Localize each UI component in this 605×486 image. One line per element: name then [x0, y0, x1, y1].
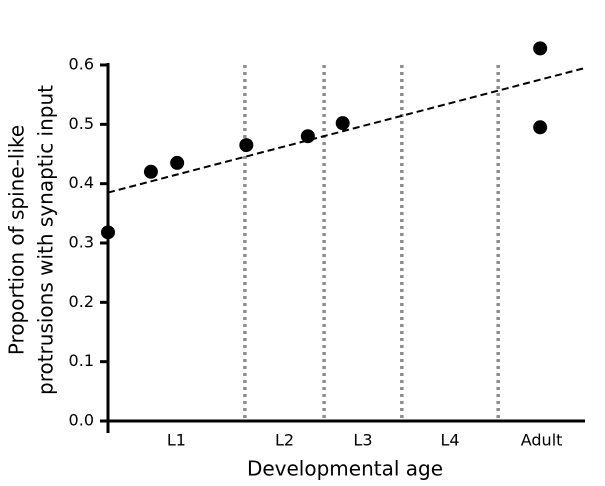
data-point [533, 41, 548, 56]
y-tick-label: 0.4 [69, 173, 94, 192]
y-tick-label: 0.3 [69, 233, 94, 252]
data-point [335, 116, 350, 131]
stage-label: L4 [440, 431, 459, 450]
trendline [107, 66, 586, 194]
data-point [300, 129, 315, 144]
stage-label: Adult [521, 431, 563, 450]
y-axis-title: protrusions with synaptic input [34, 85, 58, 395]
y-tick-label: 0.0 [69, 411, 94, 430]
y-tick-label: 0.2 [69, 292, 94, 311]
data-point [143, 164, 158, 179]
stage-label: L2 [275, 431, 294, 450]
y-tick-label: 0.5 [69, 114, 94, 133]
data-point [170, 155, 185, 170]
stage-label: L3 [353, 431, 372, 450]
data-point [239, 138, 254, 153]
stage-label: L1 [167, 431, 186, 450]
data-point [101, 225, 115, 240]
data-point [533, 120, 548, 135]
y-axis-title: Proportion of spine-like [5, 125, 29, 355]
y-tick-label: 0.1 [69, 351, 94, 370]
x-axis-title: Developmental age [247, 457, 443, 481]
y-tick-label: 0.6 [69, 55, 94, 74]
